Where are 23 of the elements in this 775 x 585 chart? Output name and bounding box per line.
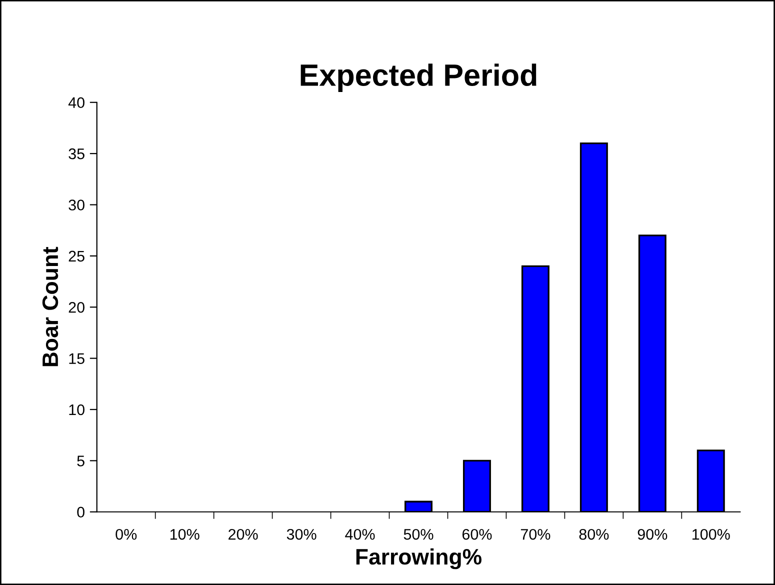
x-tick-label: 40%: [345, 528, 375, 540]
x-tick-label: 80%: [579, 528, 609, 540]
y-tick-label: 0: [77, 506, 84, 518]
x-tick-label: 70%: [520, 528, 550, 540]
x-tick-label: 50%: [404, 528, 434, 540]
y-tick-label: 5: [77, 456, 84, 466]
x-tick-label: 30%: [286, 528, 316, 540]
y-tick-label: 25: [68, 250, 84, 262]
y-tick-label: 10: [69, 404, 84, 416]
y-tick-label: 15: [69, 353, 84, 364]
x-axis-title: Farrowing%: [356, 548, 482, 570]
y-tick-label: 40: [68, 97, 84, 108]
y-axis-title: Boar Count: [42, 246, 58, 366]
chart-title: Expected Period: [300, 64, 536, 92]
x-tick-label: 100%: [692, 528, 730, 540]
x-tick-label: 60%: [462, 528, 492, 540]
y-tick-label: 30: [68, 200, 84, 210]
y-tick-label: 35: [68, 148, 84, 160]
x-tick-label: 20%: [228, 528, 258, 540]
x-tick-label: 90%: [638, 528, 668, 540]
x-tick-label: 0%: [116, 528, 137, 540]
y-tick-label: 20: [68, 302, 84, 313]
x-tick-label: 10%: [170, 528, 200, 540]
